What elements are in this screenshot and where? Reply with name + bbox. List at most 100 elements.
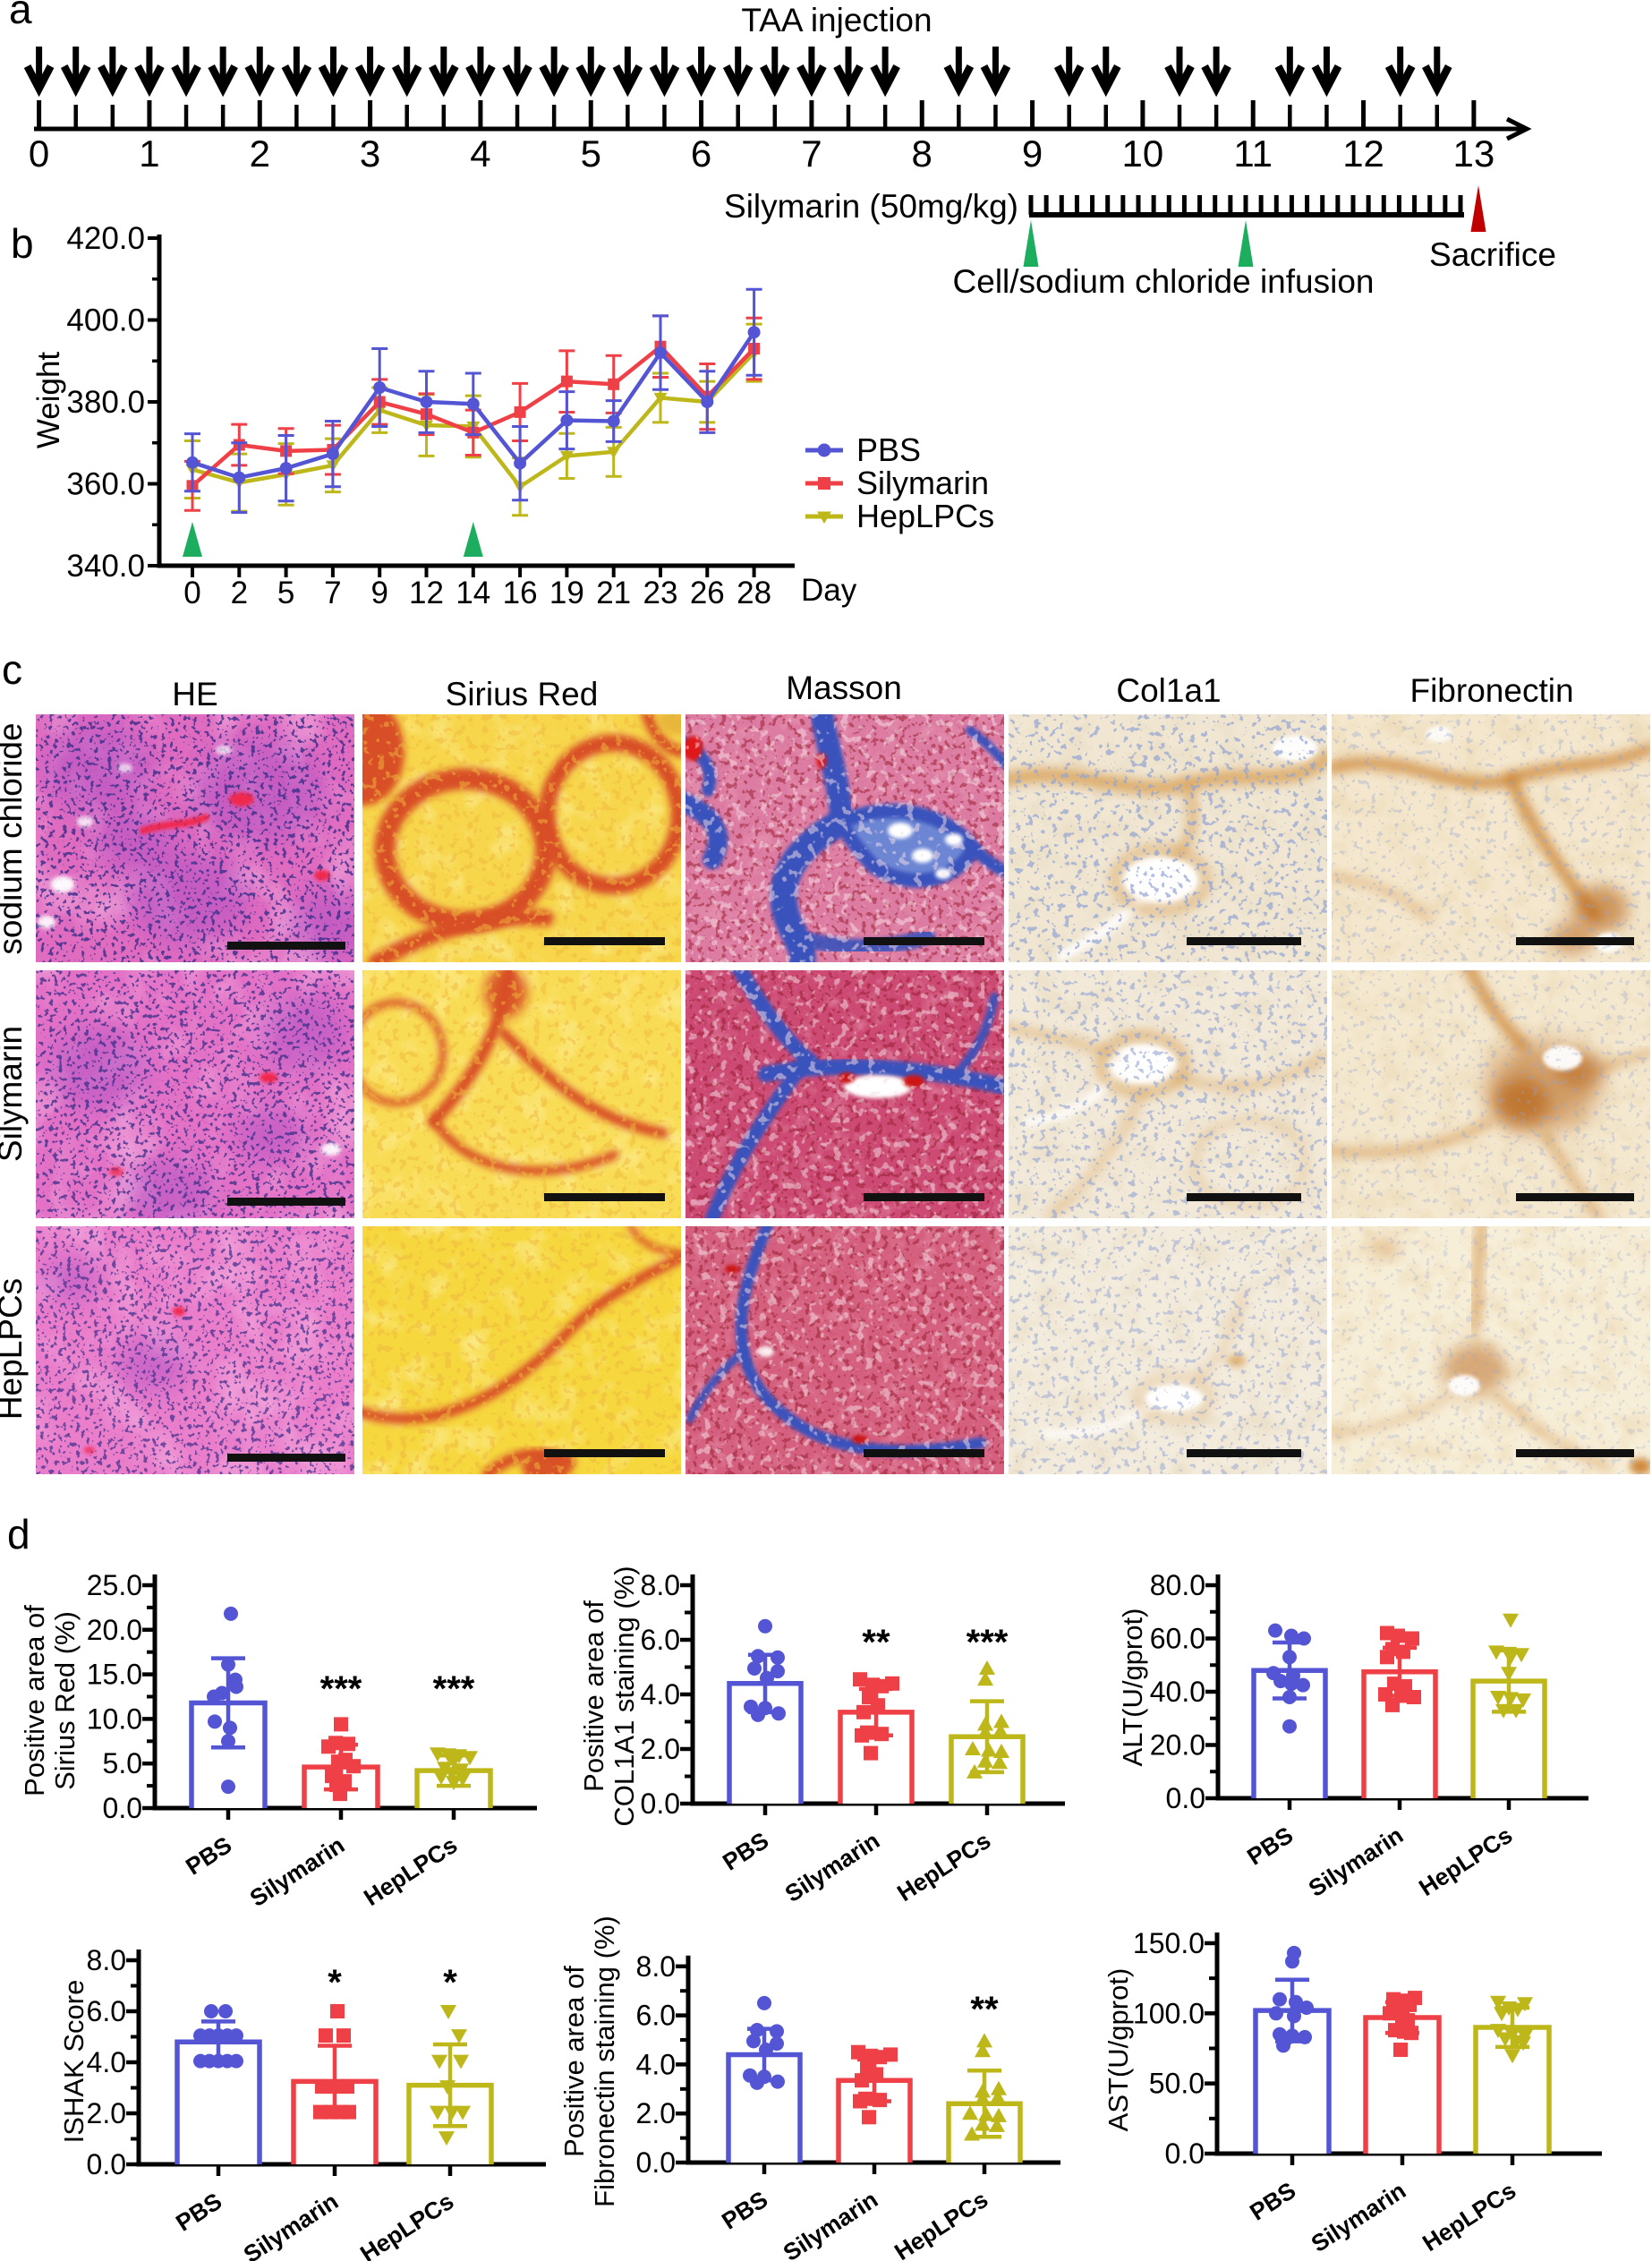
svg-text:25.0: 25.0 xyxy=(87,1569,142,1601)
svg-text:***: *** xyxy=(433,1669,475,1709)
svg-text:0.0: 0.0 xyxy=(87,2148,126,2180)
svg-text:Silymarin: Silymarin xyxy=(0,1026,29,1162)
svg-text:6.0: 6.0 xyxy=(641,1624,680,1656)
svg-text:400.0: 400.0 xyxy=(66,303,145,338)
svg-text:6: 6 xyxy=(691,132,711,175)
svg-text:20.0: 20.0 xyxy=(1150,1729,1205,1762)
svg-text:5.0: 5.0 xyxy=(103,1747,142,1779)
svg-text:8.0: 8.0 xyxy=(636,1950,676,1983)
svg-text:0.0: 0.0 xyxy=(103,1792,142,1824)
svg-text:Positive area of: Positive area of xyxy=(558,1966,590,2157)
svg-text:8.0: 8.0 xyxy=(87,1944,126,1976)
svg-text:HepLPCs: HepLPCs xyxy=(355,2188,458,2261)
svg-text:HepLPCs: HepLPCs xyxy=(359,1831,462,1911)
svg-text:HepLPCs: HepLPCs xyxy=(856,498,994,534)
svg-text:0.0: 0.0 xyxy=(1165,2137,1205,2170)
svg-text:14: 14 xyxy=(456,576,490,610)
svg-text:PBS: PBS xyxy=(718,1827,773,1876)
svg-text:11: 11 xyxy=(1233,132,1273,175)
svg-text:HepLPCs: HepLPCs xyxy=(892,1827,995,1907)
svg-text:Fibronectin: Fibronectin xyxy=(1409,672,1573,709)
svg-text:340.0: 340.0 xyxy=(66,549,145,584)
svg-text:c: c xyxy=(2,646,22,693)
svg-text:PBS: PBS xyxy=(717,2186,772,2235)
svg-text:b: b xyxy=(11,220,34,267)
svg-text:4.0: 4.0 xyxy=(636,2048,676,2080)
svg-text:AST(U/gprot): AST(U/gprot) xyxy=(1103,1968,1134,2132)
svg-text:12: 12 xyxy=(1342,132,1384,175)
svg-text:***: *** xyxy=(320,1669,362,1709)
svg-text:PBS: PBS xyxy=(1242,1822,1298,1871)
svg-text:0.0: 0.0 xyxy=(641,1787,680,1820)
svg-text:13: 13 xyxy=(1453,132,1495,175)
svg-text:Fibronectin staining (%): Fibronectin staining (%) xyxy=(589,1915,620,2207)
svg-text:16: 16 xyxy=(503,576,538,610)
svg-text:3: 3 xyxy=(360,132,380,175)
svg-text:ALT(U/gprot): ALT(U/gprot) xyxy=(1117,1608,1148,1767)
svg-text:5: 5 xyxy=(277,576,294,610)
svg-text:PBS: PBS xyxy=(856,431,921,468)
svg-text:HepLPCs: HepLPCs xyxy=(1414,1822,1517,1901)
svg-text:80.0: 80.0 xyxy=(1150,1569,1205,1601)
svg-text:a: a xyxy=(9,0,32,32)
svg-text:Sacrifice: Sacrifice xyxy=(1429,236,1556,273)
svg-text:**: ** xyxy=(970,1990,999,2029)
svg-text:9: 9 xyxy=(1022,132,1043,175)
svg-text:Silymarin: Silymarin xyxy=(1307,2177,1410,2257)
svg-text:PBS: PBS xyxy=(181,1831,236,1881)
svg-text:Sirius Red (%): Sirius Red (%) xyxy=(49,1611,81,1790)
svg-text:60.0: 60.0 xyxy=(1150,1623,1205,1655)
svg-text:5: 5 xyxy=(581,132,601,175)
svg-text:8.0: 8.0 xyxy=(641,1569,680,1601)
svg-text:Weight: Weight xyxy=(31,352,66,449)
svg-text:50.0: 50.0 xyxy=(1149,2068,1205,2100)
svg-text:Silymarin (50mg/kg): Silymarin (50mg/kg) xyxy=(724,188,1018,225)
svg-text:0: 0 xyxy=(183,576,200,610)
svg-text:360.0: 360.0 xyxy=(66,467,145,502)
svg-text:21: 21 xyxy=(596,576,631,610)
svg-text:6.0: 6.0 xyxy=(87,1995,126,2027)
svg-text:12: 12 xyxy=(409,576,444,610)
svg-text:Silymarin: Silymarin xyxy=(780,1827,884,1907)
svg-text:100.0: 100.0 xyxy=(1133,1997,1205,2029)
svg-text:Silymarin: Silymarin xyxy=(1304,1822,1408,1902)
svg-text:PBS: PBS xyxy=(1245,2177,1300,2226)
svg-text:4: 4 xyxy=(470,132,490,175)
svg-text:380.0: 380.0 xyxy=(66,385,145,420)
svg-text:ISHAK Score: ISHAK Score xyxy=(58,1980,89,2144)
svg-text:2: 2 xyxy=(250,132,270,175)
svg-text:COL1A1 staining (%): COL1A1 staining (%) xyxy=(609,1566,640,1826)
svg-text:4.0: 4.0 xyxy=(87,2046,126,2078)
svg-text:28: 28 xyxy=(737,576,771,610)
svg-text:10: 10 xyxy=(1122,132,1164,175)
svg-text:4.0: 4.0 xyxy=(641,1678,680,1711)
svg-text:0.0: 0.0 xyxy=(636,2146,676,2179)
svg-text:7: 7 xyxy=(324,576,341,610)
svg-text:HepLPCs: HepLPCs xyxy=(0,1278,29,1420)
svg-text:*: * xyxy=(443,1963,457,2002)
svg-text:0: 0 xyxy=(29,132,49,175)
svg-text:2.0: 2.0 xyxy=(641,1733,680,1765)
svg-text:19: 19 xyxy=(549,576,584,610)
svg-text:Col1a1: Col1a1 xyxy=(1116,672,1221,709)
svg-text:*: * xyxy=(328,1963,342,2002)
svg-text:***: *** xyxy=(967,1623,1009,1662)
svg-text:TAA injection: TAA injection xyxy=(741,2,932,38)
svg-text:**: ** xyxy=(862,1623,890,1662)
svg-text:sodium chloride: sodium chloride xyxy=(0,722,29,954)
svg-text:Cell/sodium chloride infusion: Cell/sodium chloride infusion xyxy=(953,263,1375,300)
svg-text:2.0: 2.0 xyxy=(636,2097,676,2129)
svg-text:d: d xyxy=(7,1511,30,1557)
svg-text:Sirius Red: Sirius Red xyxy=(446,676,599,712)
svg-text:20.0: 20.0 xyxy=(87,1614,142,1646)
svg-text:2.0: 2.0 xyxy=(87,2097,126,2129)
svg-text:10.0: 10.0 xyxy=(87,1702,142,1735)
svg-text:Day: Day xyxy=(801,573,857,608)
svg-text:PBS: PBS xyxy=(171,2188,226,2237)
svg-text:Masson: Masson xyxy=(786,670,902,706)
svg-text:Silymarin: Silymarin xyxy=(239,2188,343,2261)
svg-text:2: 2 xyxy=(231,576,248,610)
svg-text:6.0: 6.0 xyxy=(636,2000,676,2032)
svg-text:15.0: 15.0 xyxy=(87,1659,142,1691)
svg-text:9: 9 xyxy=(370,576,387,610)
